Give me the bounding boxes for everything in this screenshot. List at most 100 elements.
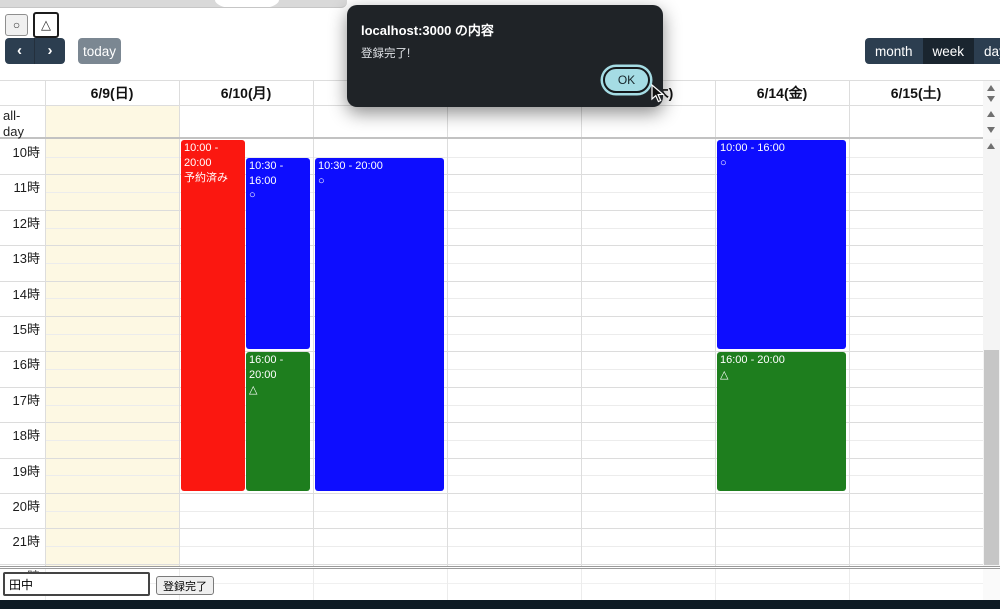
scrollbar-corner (983, 566, 1000, 600)
scroll-down-icon[interactable] (987, 96, 995, 102)
grid-line (715, 81, 716, 105)
scroll-up-icon[interactable] (987, 85, 995, 91)
event-title: ○ (249, 189, 256, 202)
grid-line (313, 106, 314, 137)
grid-line (581, 566, 582, 600)
view-button-week[interactable]: week (922, 38, 975, 64)
calendar-event[interactable]: 10:30 - 20:00 ○ (315, 157, 444, 491)
grid-line (313, 139, 314, 566)
scrollbar-thumb[interactable] (984, 350, 999, 565)
calendar-event[interactable]: 10:00 - 20:00 予約済み (181, 140, 245, 491)
triangle-marker-button[interactable]: △ (33, 12, 59, 38)
all-day-today-cell[interactable] (46, 106, 179, 137)
all-day-scrollbar[interactable] (983, 106, 1000, 139)
dialog-title: localhost:3000 の内容 (361, 23, 494, 38)
grid-line (313, 566, 314, 600)
grid-line (0, 386, 983, 388)
grid-line (179, 139, 180, 566)
prev-next-group: ‹ › (5, 38, 65, 64)
grid-line (45, 510, 983, 512)
grid-line (45, 333, 983, 335)
browser-chrome-strip (0, 0, 347, 8)
grid-line (179, 81, 180, 105)
grid-line (0, 174, 983, 176)
event-time: 10:00 - 20:00 (184, 142, 219, 169)
calendar-event[interactable]: 10:30 - 16:00 ○ (246, 157, 310, 350)
event-title: ○ (720, 156, 727, 169)
view-button-day[interactable]: day (974, 38, 1000, 64)
grid-line (0, 351, 983, 353)
event-time: 10:30 - 20:00 (318, 159, 383, 172)
scroller-bottom-divider (0, 566, 1000, 569)
grid-line (45, 404, 983, 406)
grid-scrollbar[interactable] (983, 139, 1000, 566)
grid-line (45, 139, 46, 566)
scroll-down-icon[interactable] (987, 127, 995, 133)
grid-line (0, 457, 983, 459)
grid-line (0, 209, 983, 211)
hour-label: 15時 (12, 322, 40, 337)
today-button[interactable]: today (78, 38, 121, 64)
grid-line (45, 227, 983, 229)
grid-line (0, 493, 983, 494)
grid-line (849, 81, 850, 105)
grid-line (313, 81, 314, 105)
calendar-event[interactable]: 16:00 - 20:00 △ (246, 352, 310, 491)
hour-label: 11時 (13, 180, 41, 196)
grid-line (849, 106, 850, 137)
calendar-event[interactable]: 16:00 - 20:00 △ (717, 352, 846, 491)
grid-line (45, 106, 46, 137)
grid-line (581, 106, 582, 137)
grid-line (581, 139, 582, 566)
event-title: 予約済み (184, 171, 228, 184)
all-day-label: all-day (3, 108, 24, 140)
day-header-6: 6/15(土) (890, 85, 942, 101)
circle-marker-button[interactable]: ○ (5, 14, 28, 36)
grid-line (447, 139, 448, 566)
scroll-up-icon[interactable] (987, 143, 995, 149)
grid-line (45, 192, 983, 194)
next-button[interactable]: › (35, 38, 65, 64)
grid-line (715, 106, 716, 137)
hour-label: 21時 (12, 534, 40, 550)
hour-label: 13時 (12, 251, 40, 267)
calendar-event[interactable]: 10:00 - 16:00 ○ (717, 140, 846, 350)
clipped-grid-strip: 22時 23時 (0, 566, 1000, 600)
browser-chrome-notch (215, 0, 279, 7)
grid-line (45, 156, 983, 158)
name-input[interactable] (3, 572, 150, 596)
grid-line (45, 81, 46, 105)
grid-line (45, 369, 983, 371)
prev-button[interactable]: ‹ (5, 38, 35, 64)
hour-label: 19時 (12, 463, 40, 479)
time-grid: 10時11時12時13時14時15時16時17時18時19時20時21時22時2… (0, 139, 983, 566)
event-time: 16:00 - 20:00 (720, 354, 785, 367)
scroll-up-icon[interactable] (987, 111, 995, 117)
grid-line (45, 262, 983, 264)
grid-line (45, 583, 983, 584)
event-title: △ (720, 369, 729, 382)
grid-line (0, 528, 983, 530)
hour-label: 16時 (12, 357, 40, 373)
grid-line (0, 245, 983, 247)
event-time: 16:00 - 20:00 (249, 354, 284, 382)
header-scrollbar[interactable] (983, 81, 1000, 106)
view-button-month[interactable]: month (865, 38, 923, 64)
event-time: 10:30 - 16:00 (249, 159, 284, 187)
grid-line (45, 546, 983, 548)
footer-bar (0, 600, 1000, 609)
day-header-0: 6/9(日) (90, 85, 134, 101)
all-day-row: all-day (0, 106, 1000, 139)
grid-line (715, 566, 716, 600)
ok-button[interactable]: OK (603, 67, 650, 93)
grid-line (849, 139, 850, 566)
hour-label: 20時 (12, 499, 40, 514)
grid-line (849, 566, 850, 600)
register-complete-button[interactable]: 登録完了 (156, 576, 214, 595)
grid-line (0, 280, 983, 282)
event-time: 10:00 - 16:00 (720, 142, 785, 154)
today-column-highlight (46, 139, 179, 566)
grid-line (0, 422, 983, 424)
grid-line (0, 563, 983, 565)
